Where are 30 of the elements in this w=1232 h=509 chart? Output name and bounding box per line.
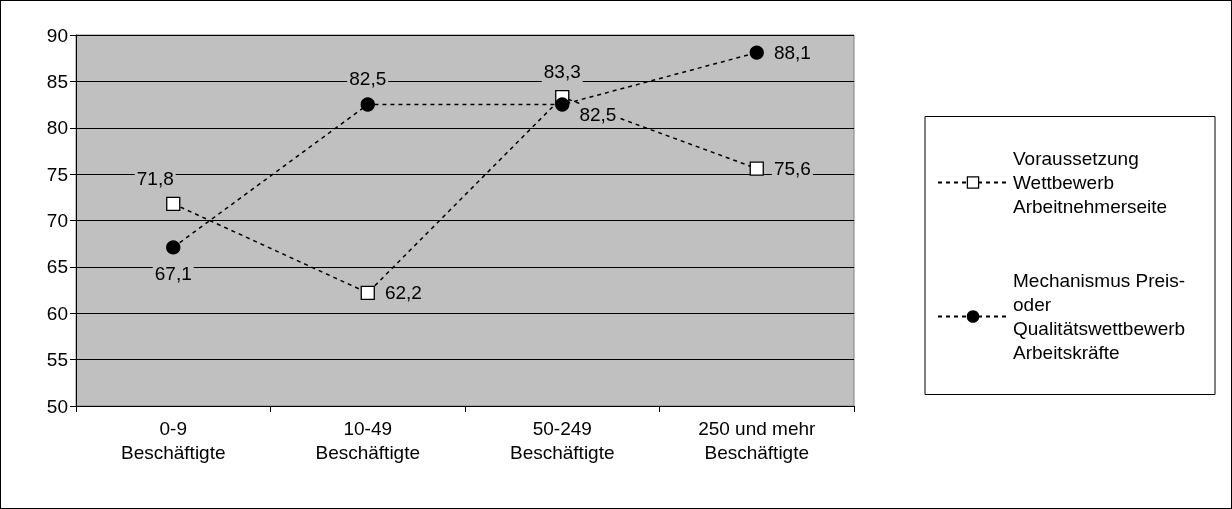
point [166, 240, 181, 255]
y-tick-label: 70 [46, 210, 68, 231]
x-tick-label: 0-9 Beschäftigte [120, 417, 226, 463]
data-label: 82,5 [349, 68, 387, 90]
data-label: 75,6 [773, 158, 811, 180]
data-label: 82,5 [579, 104, 617, 126]
y-tick-label: 75 [46, 163, 68, 185]
y-tick-label: 65 [46, 256, 68, 278]
x-tick-label: 250 und mehr Beschäftigte [698, 417, 817, 463]
point [360, 285, 375, 300]
point [555, 97, 570, 112]
data-label: 83,3 [543, 60, 581, 82]
y-tick-label: 80 [46, 117, 68, 139]
data-label: 71,8 [136, 167, 174, 189]
data-label: 62,2 [384, 282, 422, 304]
legend-label: Mechanismus Preis- oder Qualitätswettbewerb Arbeitskräfte [1013, 270, 1191, 363]
x-tick-label: 10-49 Beschäftigte [315, 417, 421, 463]
legend-label: Voraussetzung Wettbewerb Arbeitnehmerseite [1013, 148, 1168, 217]
y-tick-label: 60 [46, 302, 68, 324]
data-label: 67,1 [154, 262, 192, 284]
y-tick-label: 85 [46, 70, 68, 92]
point [749, 45, 764, 60]
y-tick-label: 90 [46, 24, 68, 46]
point [360, 97, 375, 112]
y-tick-label: 55 [46, 349, 68, 371]
y-tick-label: 50 [46, 395, 68, 417]
point [749, 161, 764, 176]
x-tick-label: 50-249 Beschäftigte [509, 417, 615, 463]
point [166, 196, 181, 211]
data-label: 88,1 [773, 42, 811, 64]
